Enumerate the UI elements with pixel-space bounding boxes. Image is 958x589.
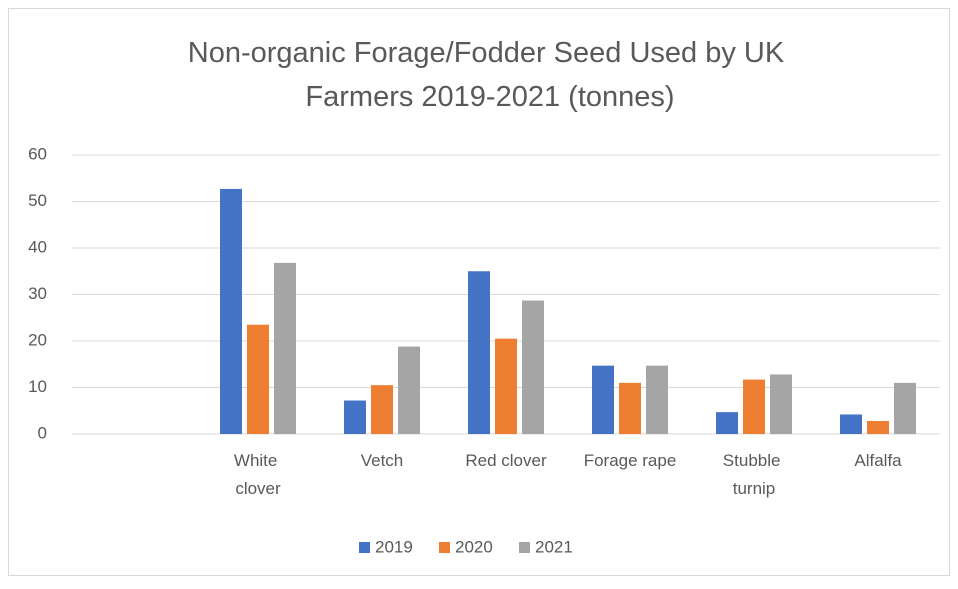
x-tick-label: Vetch [361, 451, 404, 470]
bar [770, 374, 792, 434]
bar [716, 412, 738, 434]
legend-label: 2021 [535, 537, 573, 556]
bar [619, 382, 641, 434]
y-tick-label: 10 [28, 377, 47, 396]
x-tick-label: Forage rape [584, 451, 677, 470]
bar [398, 346, 420, 434]
y-tick-label: 0 [38, 423, 47, 442]
y-tick-label: 30 [28, 284, 47, 303]
legend-label: 2020 [455, 537, 493, 556]
legend-swatch [359, 542, 370, 553]
x-tick-label: Stubble turnip [723, 451, 785, 498]
bar [371, 385, 393, 434]
bar [468, 271, 490, 434]
bar [274, 262, 296, 434]
bar [495, 338, 517, 434]
bar [247, 324, 269, 434]
legend-swatch [439, 542, 450, 553]
y-tick-label: 20 [28, 330, 47, 349]
y-tick-label: 40 [28, 237, 47, 256]
chart-title: Non-organic Forage/Fodder Seed Used by U… [188, 37, 792, 113]
bar [894, 382, 916, 434]
bar [344, 400, 366, 434]
x-tick-label: Red clover [465, 451, 547, 470]
bar [592, 365, 614, 434]
x-tick-label: Alfalfa [854, 451, 902, 470]
y-tick-label: 50 [28, 191, 47, 210]
legend-swatch [519, 542, 530, 553]
bar [840, 414, 862, 434]
legend-label: 2019 [375, 537, 413, 556]
bar [522, 300, 544, 434]
bar [220, 188, 242, 434]
x-tick-label: White clover [234, 451, 282, 498]
bar [867, 420, 889, 434]
bar [743, 379, 765, 434]
bar [646, 365, 668, 434]
y-tick-label: 60 [28, 144, 47, 163]
